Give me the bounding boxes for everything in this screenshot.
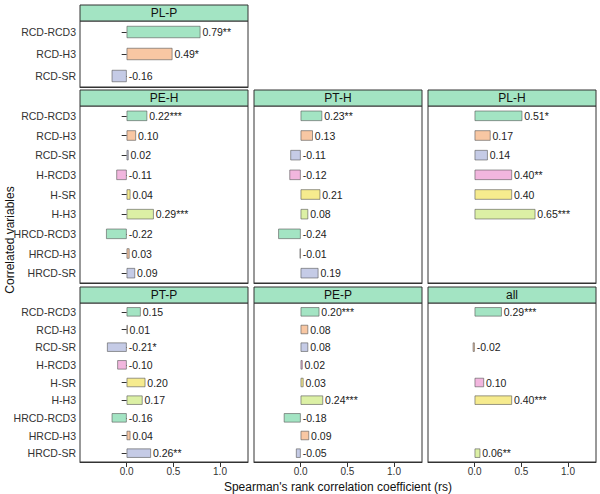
svg-text:-0.16: -0.16 [129,70,153,82]
svg-text:0.03: 0.03 [131,248,152,260]
svg-text:1.0: 1.0 [213,466,227,477]
svg-text:0.23**: 0.23** [324,110,353,122]
svg-text:RCD-H3: RCD-H3 [36,324,76,336]
svg-text:0.06**: 0.06** [482,447,511,459]
svg-text:0.17: 0.17 [493,130,514,142]
svg-text:PE-H: PE-H [150,91,179,105]
svg-text:H-RCD3: H-RCD3 [36,169,76,181]
svg-text:1.0: 1.0 [561,466,575,477]
svg-text:0.02: 0.02 [305,359,326,371]
svg-text:0.29***: 0.29*** [504,306,537,318]
svg-text:0.22***: 0.22*** [149,110,182,122]
svg-text:0.01: 0.01 [130,324,151,336]
svg-text:-0.16: -0.16 [129,412,153,424]
svg-text:PT-P: PT-P [151,288,178,302]
svg-text:0.40: 0.40 [514,189,535,201]
svg-text:0.49*: 0.49* [174,48,199,60]
svg-text:HRCD-SR: HRCD-SR [28,267,77,279]
svg-text:0.04: 0.04 [132,430,153,442]
svg-text:0.65***: 0.65*** [537,208,570,220]
svg-text:H-RCD3: H-RCD3 [36,359,76,371]
svg-text:-0.02: -0.02 [477,341,501,353]
svg-text:0.26**: 0.26** [153,447,182,459]
svg-text:0.51*: 0.51* [524,110,549,122]
svg-text:RCD-RCD3: RCD-RCD3 [21,306,76,318]
svg-text:0.08: 0.08 [310,324,331,336]
svg-text:RCD-RCD3: RCD-RCD3 [21,26,76,38]
svg-text:-0.10: -0.10 [129,359,153,371]
svg-text:HRCD-RCD3: HRCD-RCD3 [14,228,77,240]
svg-text:-0.24: -0.24 [303,228,327,240]
svg-text:-0.12: -0.12 [303,169,327,181]
svg-text:H-H3: H-H3 [51,208,76,220]
svg-text:-0.05: -0.05 [303,447,327,459]
svg-text:PE-P: PE-P [324,288,352,302]
svg-text:0.5: 0.5 [340,466,354,477]
svg-text:HRCD-SR: HRCD-SR [28,447,77,459]
svg-text:0.0: 0.0 [294,466,308,477]
svg-text:Spearman's rank correlation co: Spearman's rank correlation coefficient … [224,480,452,494]
svg-text:PL-H: PL-H [498,91,525,105]
svg-text:0.15: 0.15 [143,306,164,318]
svg-text:1.0: 1.0 [387,466,401,477]
svg-text:0.24***: 0.24*** [325,394,358,406]
svg-text:0.08: 0.08 [310,341,331,353]
svg-text:0.20: 0.20 [147,377,168,389]
svg-text:H-H3: H-H3 [51,394,76,406]
svg-text:all: all [506,288,518,302]
svg-text:PT-H: PT-H [324,91,351,105]
svg-text:-0.21*: -0.21* [129,341,157,353]
svg-text:0.03: 0.03 [305,377,326,389]
svg-text:0.10: 0.10 [138,130,159,142]
svg-text:-0.22: -0.22 [129,228,153,240]
svg-text:0.17: 0.17 [145,394,166,406]
svg-text:0.40**: 0.40** [514,169,543,181]
svg-text:-0.01: -0.01 [303,248,327,260]
svg-text:0.14: 0.14 [490,149,511,161]
svg-text:H-SR: H-SR [50,189,76,201]
svg-text:RCD-SR: RCD-SR [35,341,76,353]
svg-text:HRCD-H3: HRCD-H3 [29,430,76,442]
svg-text:0.5: 0.5 [166,466,180,477]
svg-text:HRCD-RCD3: HRCD-RCD3 [14,412,77,424]
svg-text:0.09: 0.09 [137,267,158,279]
svg-text:0.21: 0.21 [322,189,343,201]
svg-text:0.10: 0.10 [486,377,507,389]
svg-text:0.13: 0.13 [315,130,336,142]
svg-text:0.04: 0.04 [132,189,153,201]
svg-text:RCD-SR: RCD-SR [35,70,76,82]
svg-text:HRCD-H3: HRCD-H3 [29,248,76,260]
svg-text:0.40***: 0.40*** [514,394,547,406]
svg-text:-0.18: -0.18 [303,412,327,424]
svg-text:RCD-H3: RCD-H3 [36,48,76,60]
svg-text:0.5: 0.5 [514,466,528,477]
svg-text:0.79**: 0.79** [202,26,231,38]
svg-text:0.0: 0.0 [468,466,482,477]
svg-text:0.09: 0.09 [311,430,332,442]
svg-text:-0.11: -0.11 [303,149,326,161]
svg-text:-0.11: -0.11 [129,169,152,181]
svg-text:0.19: 0.19 [320,267,341,279]
svg-text:0.02: 0.02 [131,149,152,161]
svg-text:RCD-H3: RCD-H3 [36,130,76,142]
svg-text:Correlated variables: Correlated variables [3,186,17,293]
svg-text:RCD-SR: RCD-SR [35,149,76,161]
svg-text:0.20***: 0.20*** [321,306,354,318]
svg-text:H-SR: H-SR [50,377,76,389]
svg-text:0.0: 0.0 [120,466,134,477]
svg-text:PL-P: PL-P [151,6,178,20]
svg-text:RCD-RCD3: RCD-RCD3 [21,110,76,122]
svg-text:0.08: 0.08 [310,208,331,220]
svg-text:0.29***: 0.29*** [156,208,189,220]
